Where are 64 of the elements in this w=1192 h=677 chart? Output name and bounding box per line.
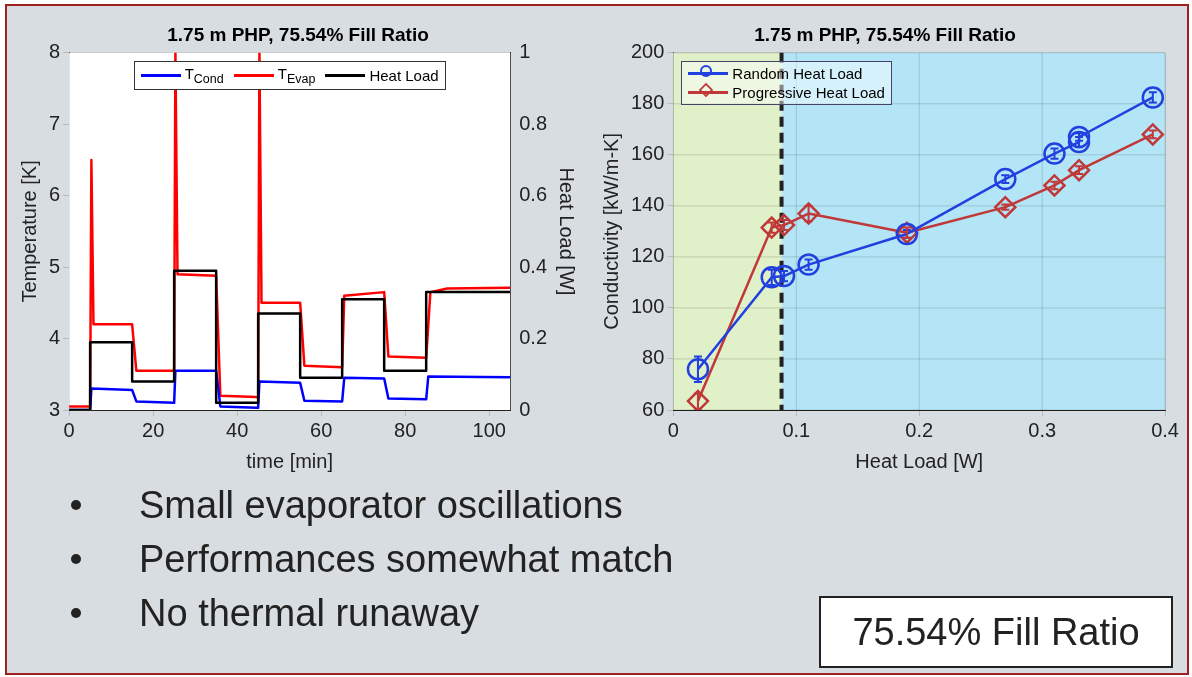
x-axis-title: time [min] (246, 449, 333, 472)
x-tick-label: 60 (310, 418, 333, 441)
point (686, 357, 710, 381)
y-tick-label: 5 (49, 254, 61, 277)
point (760, 266, 783, 289)
text: No thermal runaway (139, 591, 480, 636)
legend-label: Random Heat Load (732, 64, 863, 82)
y-tick-label: 160 (630, 142, 665, 165)
y-tick-label: 3 (49, 397, 61, 420)
point (1067, 130, 1091, 154)
y-tick-label: 4 (49, 326, 61, 349)
legend-label: Progressive Heat Load (732, 83, 885, 101)
y-tick-label: 60 (642, 397, 665, 420)
x-tick-label: 100 (472, 418, 506, 441)
y-tick-label: 6 (49, 183, 61, 206)
legend-label: T$_{Evap}$ (277, 64, 316, 86)
y-tick-label: 8 (49, 40, 61, 63)
y-tick-label: 100 (630, 295, 665, 318)
text: Small evaporator oscillations (139, 483, 623, 528)
y-tick-label: 80 (642, 346, 665, 369)
point (686, 389, 710, 410)
x-tick-label: 40 (226, 418, 249, 441)
y-tick-label: 140 (630, 193, 665, 216)
y-tick-label: 7 (49, 111, 61, 134)
y-axis-title: Temperature [K] (17, 160, 40, 303)
chart-title: 1.75 m PHP, 75.54% Fill Ratio (167, 23, 429, 45)
point (797, 202, 820, 225)
point (1141, 86, 1165, 109)
x-tick-label: 0 (63, 418, 75, 441)
point (1141, 123, 1165, 146)
y2-tick-label: 0.4 (519, 254, 548, 277)
point (1067, 158, 1091, 182)
x-tick-label: 0.2 (905, 418, 934, 441)
y-axis-title: Conductivity [kW/m-K] (599, 133, 622, 330)
x-tick-label: 80 (394, 418, 417, 441)
legend-label: Heat Load (369, 66, 439, 84)
point (1067, 125, 1091, 149)
point (797, 253, 820, 276)
x-tick-label: 0 (667, 418, 679, 441)
x-axis-title: Heat Load [W] (855, 449, 984, 472)
point (1043, 174, 1066, 197)
point (760, 216, 783, 239)
y-tick-label: 180 (630, 91, 665, 114)
y-tick-label: 120 (630, 244, 665, 267)
y2-tick-label: 0.6 (519, 183, 548, 206)
text: 75.54% Fill Ratio (819, 596, 1173, 668)
y2-tick-label: 0.8 (519, 111, 548, 134)
x-tick-label: 0.4 (1151, 418, 1179, 441)
text: Performances somewhat match (139, 537, 674, 582)
chart-title: 1.75 m PHP, 75.54% Fill Ratio (754, 23, 1016, 45)
y-tick-label: 200 (630, 40, 665, 63)
x-tick-label: 20 (142, 418, 165, 441)
point (772, 213, 796, 237)
point (1043, 142, 1066, 165)
point (994, 195, 1017, 219)
x-tick-label: 0.1 (782, 418, 811, 441)
y2-tick-label: 0.2 (519, 326, 548, 349)
y2-tick-label: 1 (519, 40, 531, 63)
point (772, 264, 796, 288)
y2-tick-label: 0 (519, 397, 531, 420)
y2-axis-title: Heat Load [W] (556, 167, 579, 296)
legend-label: T$_{Cond}$ (184, 64, 224, 86)
point (994, 167, 1017, 191)
x-tick-label: 0.3 (1028, 418, 1057, 441)
